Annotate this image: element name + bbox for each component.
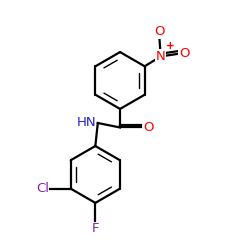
Text: O: O (143, 121, 154, 134)
Text: N: N (156, 50, 166, 63)
Text: HN: HN (77, 116, 96, 128)
Text: +: + (166, 41, 175, 51)
Text: Cl: Cl (36, 182, 49, 195)
Text: O: O (179, 48, 190, 60)
Text: F: F (92, 222, 99, 235)
Text: O: O (154, 25, 165, 38)
